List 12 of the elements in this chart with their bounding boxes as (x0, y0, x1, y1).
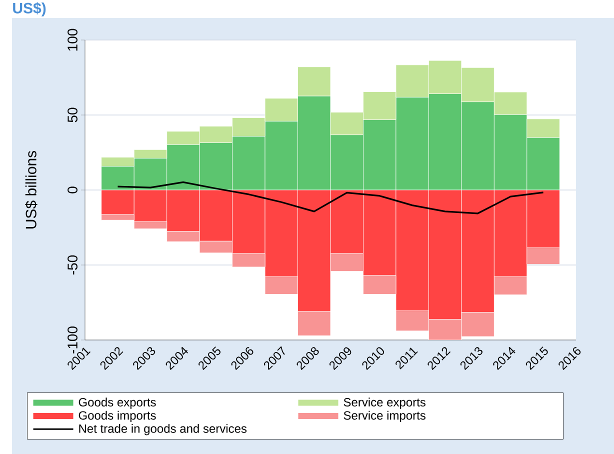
legend-label: Service imports (344, 410, 426, 422)
line-series (116, 181, 544, 214)
y-axis-title: US$ billions (25, 150, 38, 228)
chart-title: US$) (13, 2, 46, 16)
legend-label: Net trade in goods and services (79, 424, 247, 436)
y-tick-label: 0 (68, 186, 78, 194)
y-tick-label: -50 (68, 255, 78, 274)
legend-label: Goods exports (78, 398, 156, 409)
y-tick-label: 100 (68, 28, 78, 51)
legend-label: Goods imports (78, 410, 156, 422)
legend-label: Service exports (344, 398, 426, 409)
y-tick-label: 50 (68, 108, 78, 122)
